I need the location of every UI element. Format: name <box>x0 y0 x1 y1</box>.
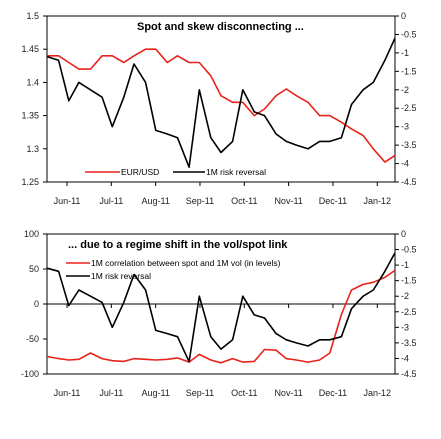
y-left-tick-label: 0 <box>34 299 39 309</box>
y-left-tick-label: 100 <box>24 229 39 239</box>
y-left-tick-label: 1.45 <box>21 44 39 54</box>
x-tick-label: Dec-11 <box>319 388 347 398</box>
y-right-tick-label: -4.5 <box>401 177 417 187</box>
series-group <box>46 252 396 364</box>
x-tick-label: Jul-11 <box>99 388 123 398</box>
x-tick-label: Nov-11 <box>274 196 302 206</box>
y-right-tick-label: -3 <box>401 122 409 132</box>
y-right-tick-label: -1 <box>401 260 409 270</box>
y-axis-right: 0 -0.5 -1 -1.5 -2 -2.5 -3 -3.5 -4 -4.5 <box>395 229 417 379</box>
series-group <box>46 37 396 168</box>
chart-title: Spot and skew disconnecting ... <box>137 21 304 33</box>
y-right-tick-label: -4 <box>401 353 409 363</box>
y-right-tick-label: -2 <box>401 85 409 95</box>
series-line-risk-reversal <box>46 252 396 363</box>
x-tick-label: Sep-11 <box>186 196 214 206</box>
x-tick-label: Aug-11 <box>141 196 169 206</box>
y-right-tick-label: -2.5 <box>401 307 417 317</box>
x-tick-label: Jun-11 <box>54 196 81 206</box>
chart-regime-shift: ... due to a regime shift in the vol/spo… <box>21 229 417 398</box>
y-right-tick-label: -0.5 <box>401 29 417 39</box>
y-left-tick-label: 1.5 <box>26 11 39 21</box>
legend-label-risk-reversal: 1M risk reversal <box>91 271 151 281</box>
chart-spot-and-skew: Spot and skew disconnecting ... 1.51.451… <box>21 11 416 206</box>
plot-area-border <box>46 15 396 183</box>
y-left-tick-label: 1.4 <box>26 77 39 87</box>
y-left-tick-label: 1.3 <box>26 144 39 154</box>
y-right-tick-label: -3.5 <box>401 338 417 348</box>
y-left-tick-label: 1.25 <box>21 177 39 187</box>
x-tick-label: Aug-11 <box>141 388 169 398</box>
x-axis: Jun-11 Jul-11 Aug-11 Sep-11 Oct-11 Nov-11 Dec-… <box>54 182 391 206</box>
legend-label-eurusd: EUR/USD <box>121 167 159 177</box>
series-line-risk-reversal <box>46 37 396 168</box>
y-right-tick-label: -1 <box>401 48 409 58</box>
y-right-tick-label: -3 <box>401 322 409 332</box>
chart-title: ... due to a regime shift in the vol/spo… <box>68 239 288 251</box>
x-tick-label: Jul-11 <box>99 196 123 206</box>
y-left-tick-label: 50 <box>29 264 39 274</box>
y-right-tick-label: -1.5 <box>401 276 417 286</box>
y-axis-left: 100 50 0 -50 -100 <box>21 229 47 379</box>
x-tick-label: Oct-11 <box>231 388 257 398</box>
y-axis-right: 0 -0.5 -1 -1.5 -2 -2.5 -3 -3.5 -4 -4.5 <box>395 11 417 187</box>
x-axis: Jun-11 Jul-11 Aug-11 Sep-11 Oct-11 Nov-11 Dec-… <box>47 303 395 398</box>
y-right-tick-label: 0 <box>401 229 406 239</box>
y-right-tick-label: -4.5 <box>401 369 417 379</box>
y-right-tick-label: 0 <box>401 11 406 21</box>
y-left-tick-label: 1.35 <box>21 111 39 121</box>
y-right-tick-label: -2.5 <box>401 103 417 113</box>
y-axis-left: 1.5 1.45 1.4 1.35 1.3 1.25 <box>21 11 47 187</box>
x-tick-label: Jan-12 <box>364 196 392 206</box>
series-line-primary <box>47 48 396 163</box>
x-tick-label: Sep-11 <box>186 388 214 398</box>
legend: 1M correlation between spot and 1M vol (… <box>66 258 281 281</box>
x-tick-label: Nov-11 <box>274 388 302 398</box>
y-left-tick-label: -100 <box>21 369 39 379</box>
x-tick-label: Jan-12 <box>364 388 392 398</box>
y-right-tick-label: -3.5 <box>401 140 417 150</box>
x-tick-label: Jun-11 <box>54 388 81 398</box>
y-right-tick-label: -1.5 <box>401 66 417 76</box>
x-tick-label: Dec-11 <box>319 196 347 206</box>
series-line-primary <box>46 269 396 364</box>
y-right-tick-label: -4 <box>401 159 409 169</box>
y-left-tick-label: -50 <box>26 334 39 344</box>
legend-label-risk-reversal: 1M risk reversal <box>206 167 266 177</box>
y-right-tick-label: -0.5 <box>401 245 417 255</box>
x-tick-label: Oct-11 <box>231 196 257 206</box>
legend: EUR/USD 1M risk reversal <box>85 167 266 177</box>
y-right-tick-label: -2 <box>401 291 409 301</box>
legend-label-correlation: 1M correlation between spot and 1M vol (… <box>91 258 281 268</box>
